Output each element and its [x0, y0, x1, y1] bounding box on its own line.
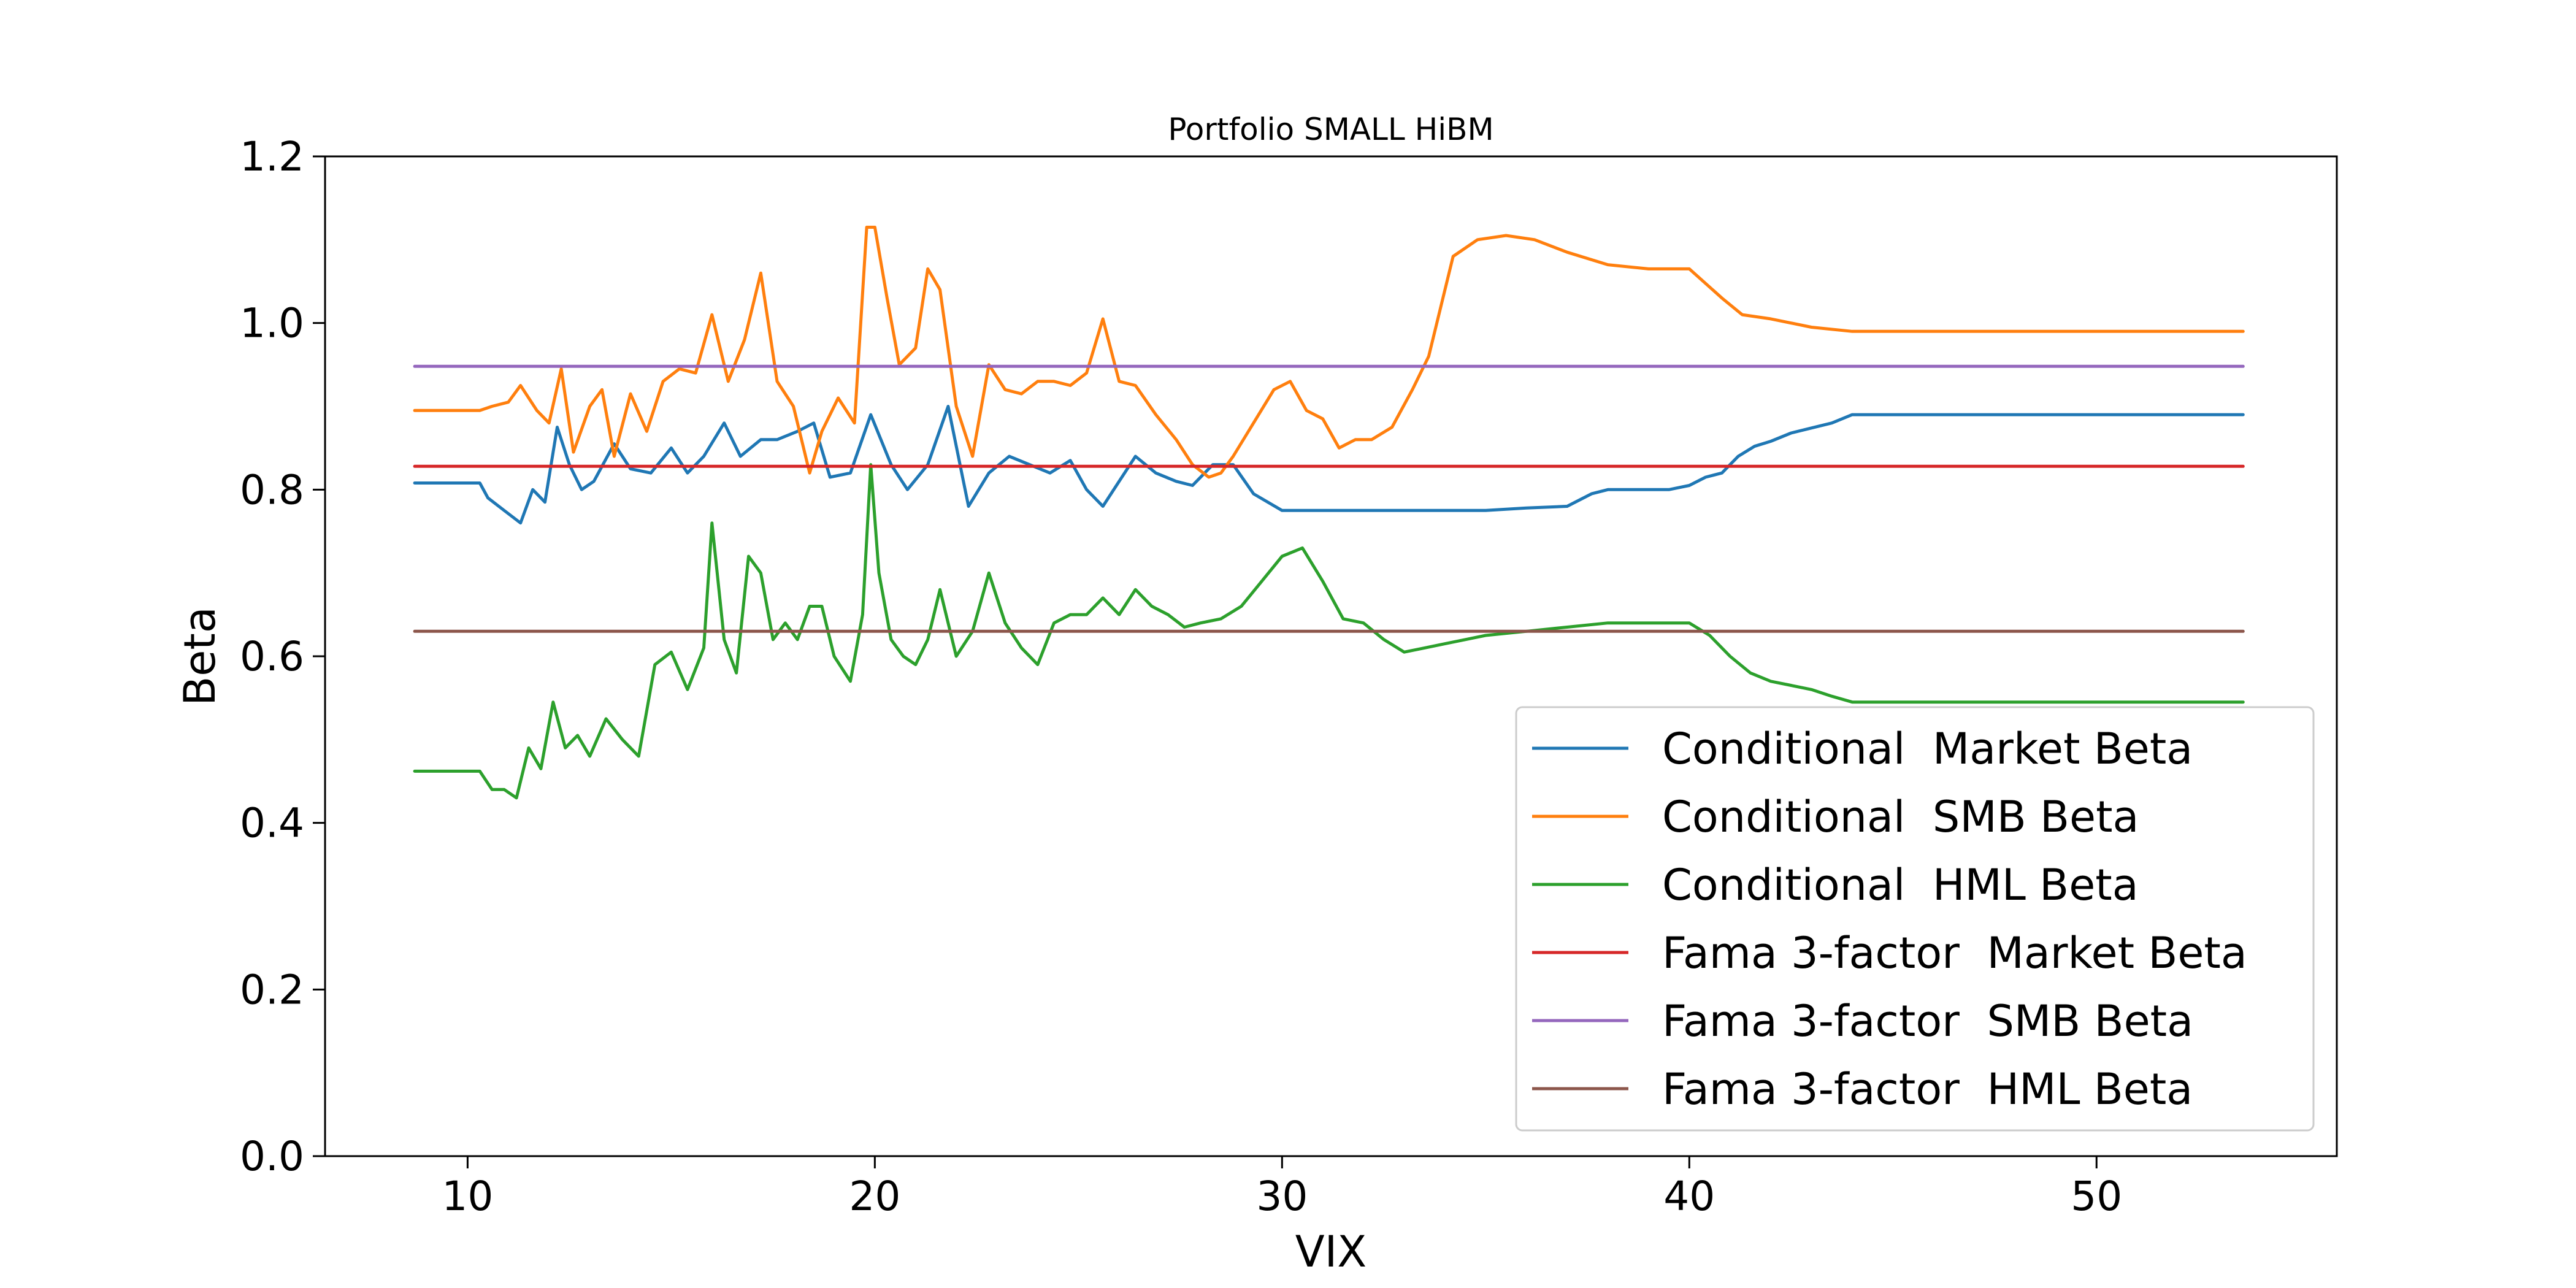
series-layer — [413, 226, 2245, 800]
legend-label-2: Conditional SMB Beta — [1662, 792, 2139, 842]
x-tick-label: 50 — [2071, 1173, 2122, 1220]
y-tick-label: 1.2 — [240, 133, 304, 180]
legend-box — [1515, 706, 2315, 1132]
series-line-3 — [413, 463, 2245, 800]
x-tick-label: 40 — [1663, 1173, 1715, 1220]
series-line-1 — [413, 405, 2245, 525]
legend-label-4: Fama 3-factor Market Beta — [1662, 928, 2247, 978]
x-tick-label: 30 — [1256, 1173, 1308, 1220]
series-line-2 — [413, 226, 2245, 479]
legend-label-1: Conditional Market Beta — [1662, 724, 2193, 774]
legend-label-5: Fama 3-factor SMB Beta — [1662, 996, 2193, 1046]
x-axis: 10 20 30 40 50 — [442, 1156, 2122, 1220]
y-tick-label: 0.4 — [240, 800, 304, 847]
x-tick-label: 10 — [442, 1173, 493, 1220]
x-tick-label: 20 — [849, 1173, 900, 1220]
y-tick-label: 0.0 — [240, 1133, 304, 1180]
y-axis-label: Beta — [175, 607, 225, 705]
legend-label-6: Fama 3-factor HML Beta — [1662, 1064, 2193, 1114]
y-tick-label: 0.8 — [240, 466, 304, 513]
y-tick-label: 0.6 — [240, 633, 304, 680]
legend: Conditional Market Beta Conditional SMB B… — [1515, 706, 2315, 1132]
y-tick-label: 0.2 — [240, 966, 304, 1013]
x-axis-label: VIX — [1295, 1227, 1367, 1277]
chart-title: Portfolio SMALL HiBM — [1168, 112, 1493, 147]
y-axis: 0.0 0.2 0.4 0.6 0.8 1.0 1.2 — [240, 133, 325, 1180]
legend-label-3: Conditional HML Beta — [1662, 860, 2139, 910]
y-tick-label: 1.0 — [240, 300, 304, 347]
